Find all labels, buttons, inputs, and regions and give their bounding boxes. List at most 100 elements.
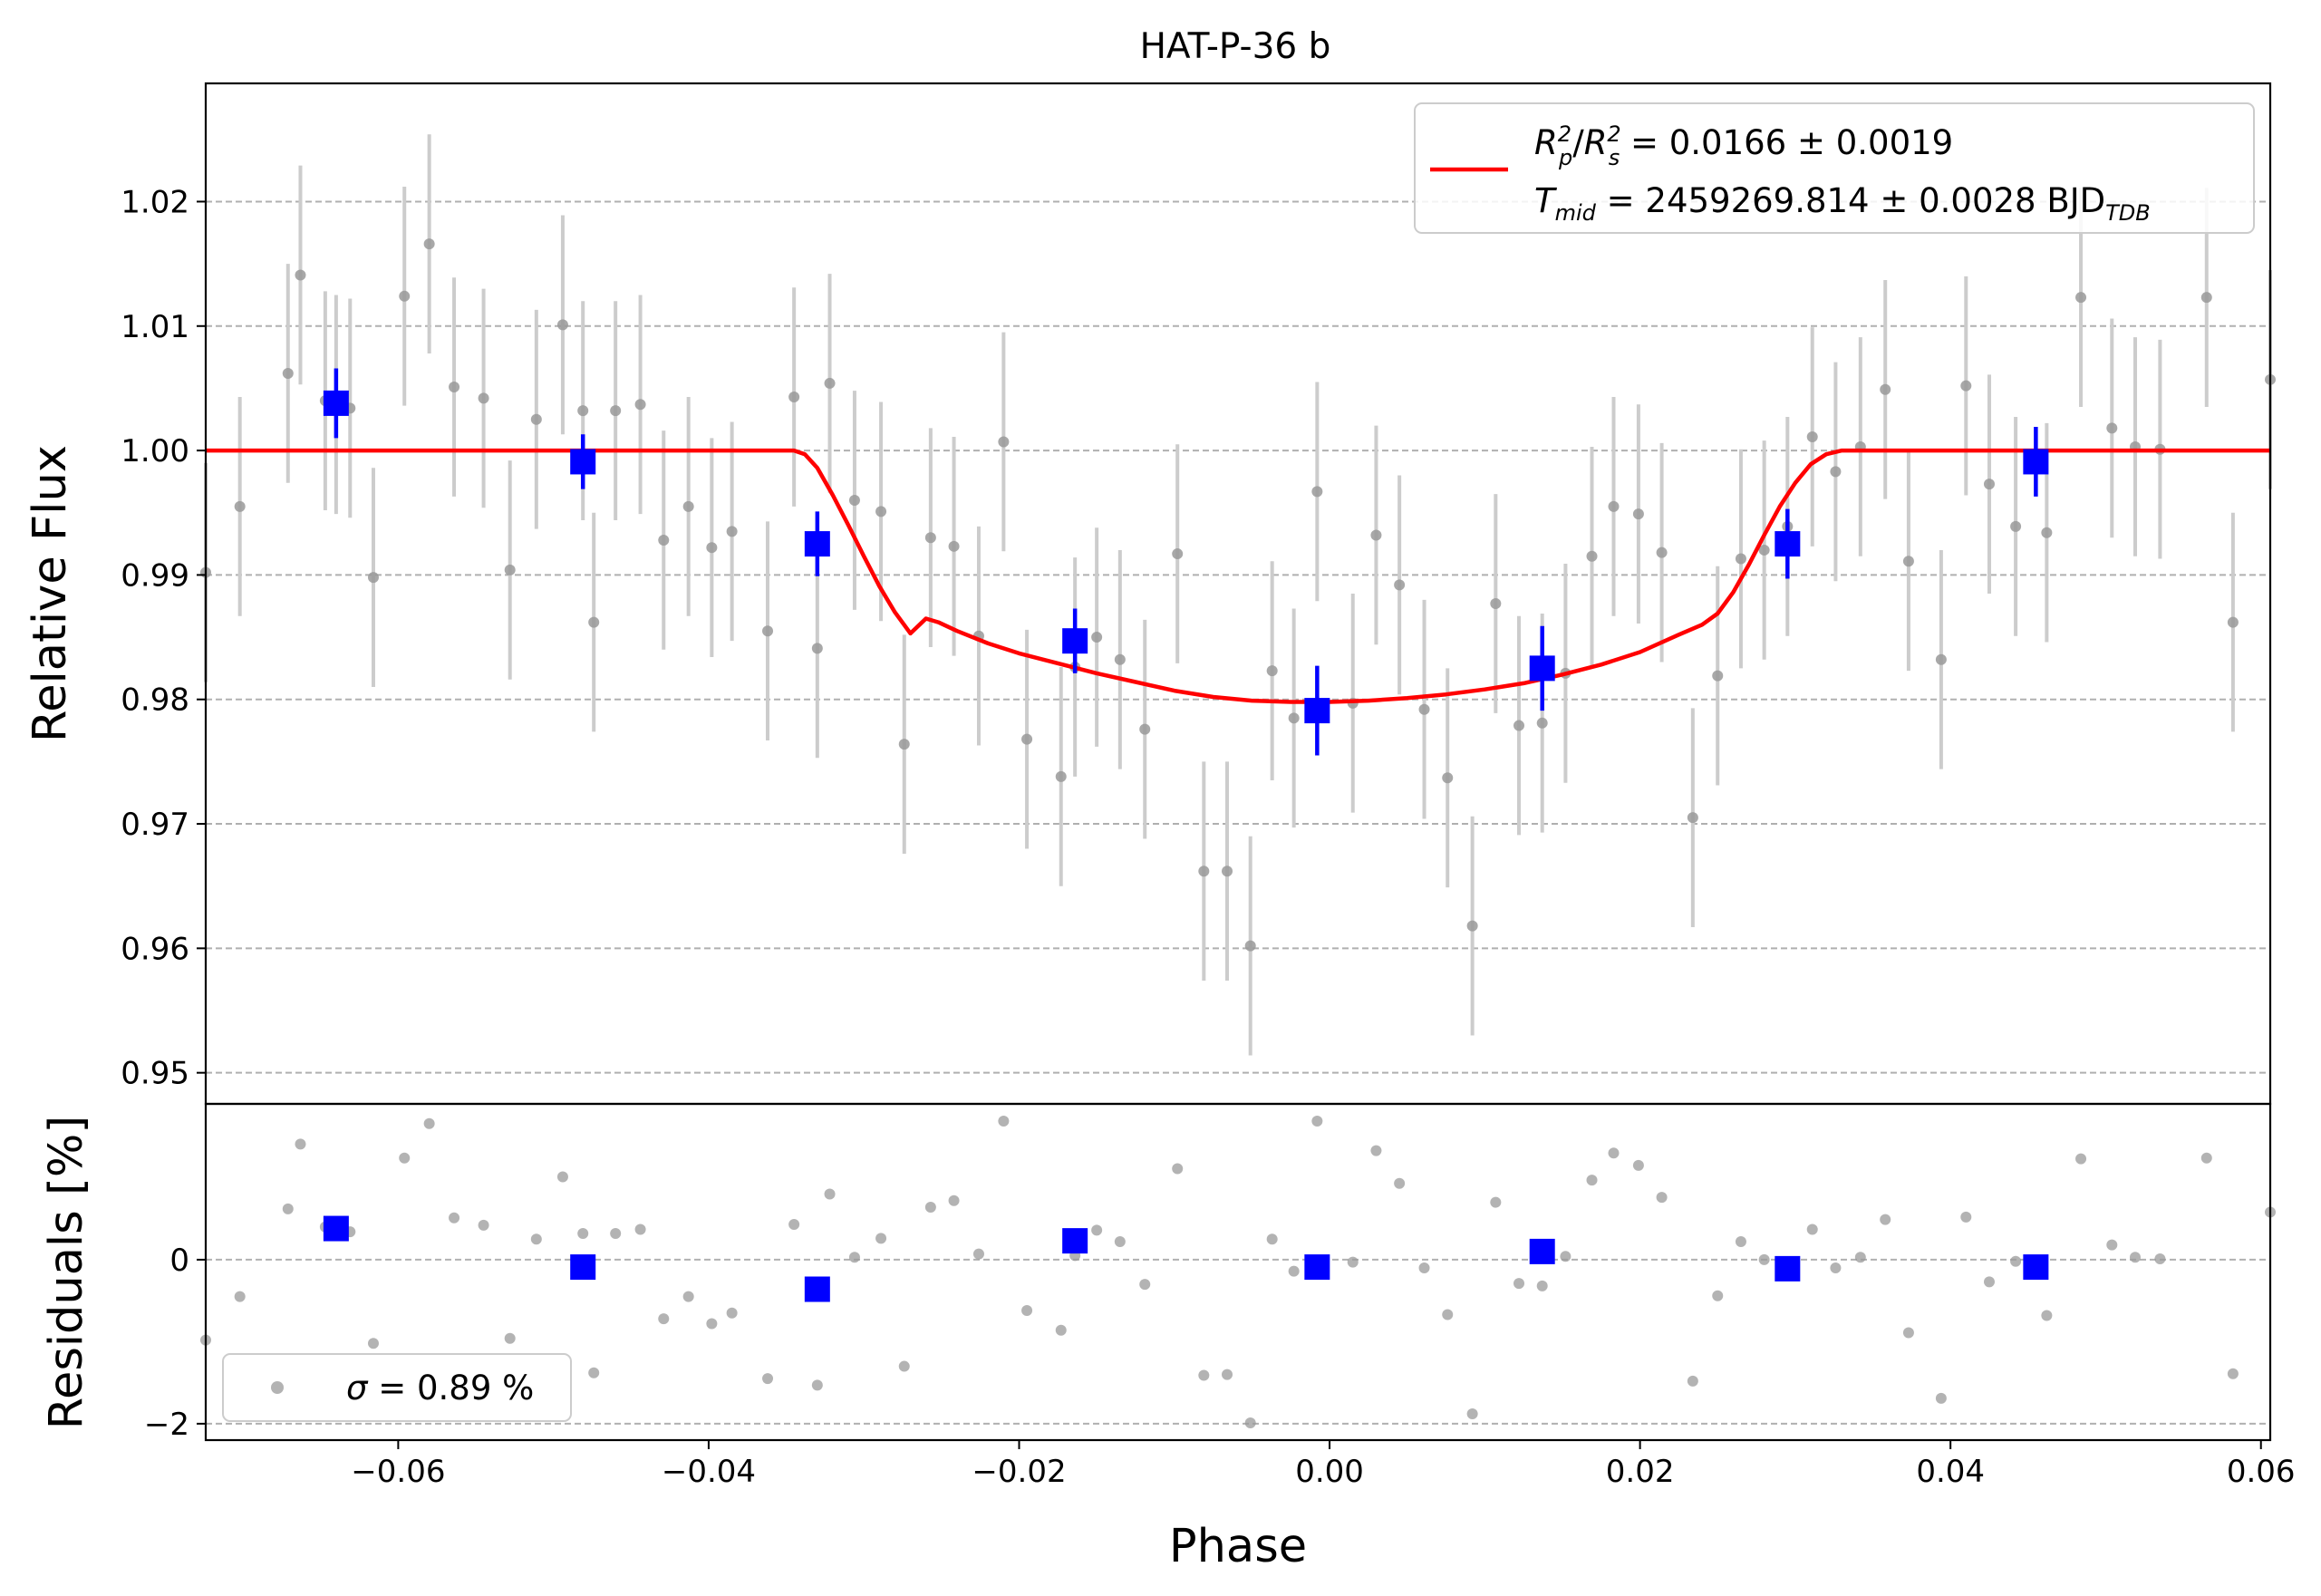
raw-point <box>423 238 435 250</box>
fit-legend-tmid-value: 2459269.814 ± 0.0028 <box>1645 181 2036 220</box>
residual-raw-point <box>610 1227 622 1239</box>
x-tick-label: 0.04 <box>1916 1454 1985 1490</box>
raw-point <box>234 500 246 512</box>
main-y-tick-label: 0.98 <box>121 682 189 719</box>
raw-point <box>1394 579 1406 591</box>
residual-raw-point <box>1854 1252 1866 1263</box>
residual-raw-point <box>682 1291 694 1302</box>
main-panel: 0.95 0.96 0.97 0.98 0.99 1.00 1.01 1.02 Relativ… <box>24 82 2276 1106</box>
raw-point <box>998 436 1010 448</box>
residual-raw-point <box>1466 1408 1478 1420</box>
residual-binned-point <box>323 1215 349 1242</box>
residual-raw-point <box>1983 1276 1995 1288</box>
raw-point <box>726 526 738 537</box>
residual-raw-point <box>1198 1369 1210 1381</box>
binned-point <box>1775 531 1801 557</box>
raw-point <box>1806 430 1818 442</box>
residual-raw-point <box>811 1379 823 1391</box>
residual-raw-point <box>1806 1224 1818 1235</box>
binned-point <box>1304 698 1330 724</box>
residual-binned-point <box>1062 1228 1088 1254</box>
residuals-panel: −2 0 −0.06 −0.04 −0.02 0.00 0.02 0.04 0.06 Resi… <box>40 1102 2296 1573</box>
main-y-tick-label: 1.01 <box>121 309 189 345</box>
residual-raw-point <box>423 1117 435 1129</box>
residual-raw-point <box>295 1138 306 1150</box>
residual-raw-point <box>282 1203 294 1214</box>
raw-point <box>1172 548 1184 560</box>
raw-point <box>367 572 379 584</box>
residual-raw-point <box>556 1171 568 1183</box>
x-ticks: −0.06 −0.04 −0.02 0.00 0.02 0.04 0.06 <box>351 1440 2296 1490</box>
sigma-legend-marker <box>271 1381 284 1394</box>
raw-point <box>2200 292 2212 304</box>
raw-point <box>1466 920 1478 932</box>
fit-legend-radius-ratio: R2 p/R2 s = 0.0166 ± 0.0019 <box>1534 121 1953 170</box>
raw-point <box>1311 486 1323 498</box>
residual-raw-point <box>1222 1369 1233 1380</box>
residual-raw-point <box>2106 1239 2118 1251</box>
residual-raw-point <box>1114 1236 1126 1248</box>
raw-point <box>762 625 774 637</box>
raw-point <box>682 500 694 512</box>
residual-raw-point <box>1244 1417 1256 1428</box>
residual-raw-point <box>706 1318 718 1330</box>
raw-point <box>1513 720 1525 731</box>
raw-point <box>2010 520 2022 532</box>
main-gridlines <box>206 200 2270 1074</box>
residual-raw-point <box>898 1360 910 1372</box>
residual-raw-point <box>2010 1255 2022 1267</box>
raw-point <box>1288 712 1300 724</box>
raw-point <box>1222 866 1233 877</box>
residual-raw-point <box>634 1224 646 1235</box>
residual-raw-point <box>1735 1236 1746 1248</box>
raw-point <box>1632 508 1644 520</box>
raw-point <box>2227 616 2239 628</box>
residual-raw-point <box>1712 1290 1724 1301</box>
residual-raw-point <box>948 1195 960 1206</box>
residual-raw-point <box>577 1227 589 1239</box>
residual-raw-point <box>234 1291 246 1302</box>
raw-point <box>1055 770 1067 782</box>
sigma-legend-box <box>222 1353 572 1422</box>
residuals-y-tick-label: −2 <box>144 1407 189 1443</box>
residual-raw-point <box>1935 1392 1947 1404</box>
binned-point <box>1062 628 1088 654</box>
sigma-legend: σ = 0.89 % <box>222 1353 572 1422</box>
raw-point <box>449 382 460 393</box>
binned-point <box>570 449 596 475</box>
residual-raw-point <box>875 1233 887 1244</box>
residual-raw-point <box>504 1332 516 1344</box>
fit-legend-tmid: Tmid = 2459269.814 ± 0.0028 BJDTDB <box>1534 181 2151 226</box>
residuals-gridlines <box>206 1258 2270 1425</box>
raw-point <box>282 367 294 379</box>
residual-raw-point <box>2200 1152 2212 1164</box>
main-binned-points <box>323 368 2049 756</box>
main-y-tick-label: 0.99 <box>121 557 189 594</box>
residual-raw-point <box>1021 1305 1033 1317</box>
residual-raw-point <box>998 1116 1010 1127</box>
raw-point <box>2075 292 2087 304</box>
residual-raw-point <box>924 1202 936 1214</box>
residual-raw-point <box>1442 1309 1454 1320</box>
raw-point <box>1586 550 1598 562</box>
raw-point <box>2106 422 2118 434</box>
residual-raw-point <box>788 1219 800 1231</box>
raw-point <box>1442 772 1454 784</box>
binned-point <box>323 390 349 416</box>
residual-raw-point <box>2227 1368 2239 1379</box>
residual-raw-point <box>848 1252 860 1263</box>
residual-raw-point <box>1830 1262 1842 1273</box>
residual-raw-point <box>658 1313 670 1325</box>
residual-raw-point <box>972 1248 984 1260</box>
residual-raw-point <box>1311 1116 1323 1127</box>
residuals-y-ticks: −2 0 <box>144 1243 206 1443</box>
residual-raw-point <box>2041 1310 2053 1321</box>
residuals-axes-frame <box>204 1102 2272 1442</box>
raw-point <box>1608 500 1620 512</box>
residual-raw-point <box>1490 1196 1502 1208</box>
x-tick-label: 0.00 <box>1295 1454 1364 1490</box>
fit-legend-box <box>1414 102 2255 234</box>
raw-point <box>811 643 823 654</box>
chart-title: HAT-P-36 b <box>1140 26 1331 67</box>
